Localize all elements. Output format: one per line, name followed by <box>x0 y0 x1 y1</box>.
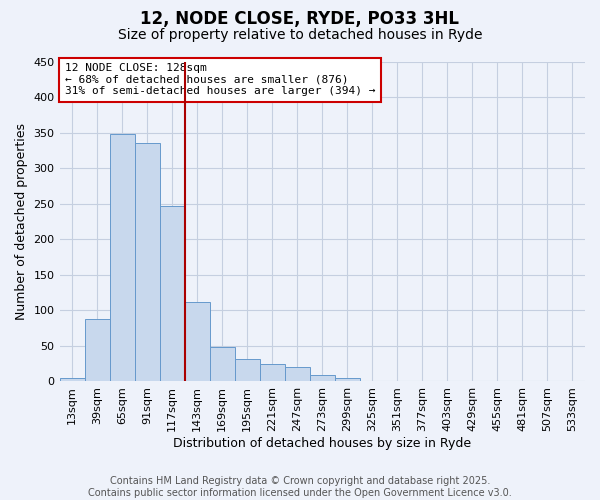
Text: Size of property relative to detached houses in Ryde: Size of property relative to detached ho… <box>118 28 482 42</box>
Bar <box>59 378 85 382</box>
Text: Contains HM Land Registry data © Crown copyright and database right 2025.
Contai: Contains HM Land Registry data © Crown c… <box>88 476 512 498</box>
Text: 12, NODE CLOSE, RYDE, PO33 3HL: 12, NODE CLOSE, RYDE, PO33 3HL <box>140 10 460 28</box>
Bar <box>209 346 235 382</box>
Bar <box>360 380 385 382</box>
Bar <box>134 144 160 382</box>
Text: 12 NODE CLOSE: 128sqm
← 68% of detached houses are smaller (876)
31% of semi-det: 12 NODE CLOSE: 128sqm ← 68% of detached … <box>65 63 375 96</box>
Y-axis label: Number of detached properties: Number of detached properties <box>15 123 28 320</box>
Bar <box>485 380 510 382</box>
Bar <box>185 302 209 382</box>
Bar <box>410 380 435 382</box>
Bar <box>235 360 260 382</box>
Bar <box>85 319 110 382</box>
Bar <box>260 364 285 382</box>
Bar <box>535 380 560 382</box>
Bar <box>310 375 335 382</box>
Bar <box>460 380 485 382</box>
Bar <box>335 378 360 382</box>
Bar <box>110 134 134 382</box>
X-axis label: Distribution of detached houses by size in Ryde: Distribution of detached houses by size … <box>173 437 472 450</box>
Bar <box>285 367 310 382</box>
Bar <box>160 206 185 382</box>
